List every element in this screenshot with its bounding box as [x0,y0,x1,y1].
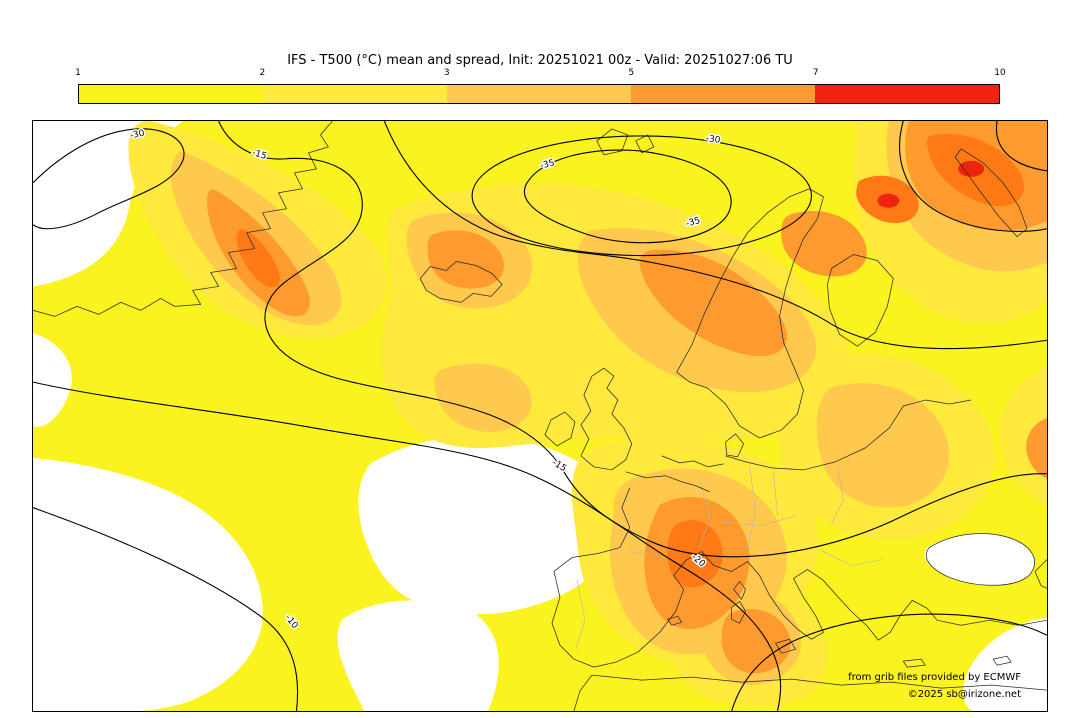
colorbar-segment [79,85,263,103]
cyprus-coastline [992,655,1012,666]
contour-line [899,121,1047,232]
spread-region-5-7 [781,210,867,277]
contour-line [524,149,732,244]
greenland-coastline [33,121,333,317]
no-data-region [963,617,1047,711]
novaya-zemlya-coastline [954,148,1028,237]
colorbar-tick: 3 [443,68,450,78]
country-border [629,551,672,560]
africa-coastline [573,674,1047,711]
sardinia-coastline [731,600,746,624]
country-border-layer [575,465,884,650]
ireland-coastline [544,411,576,447]
corsica-coastline [733,581,746,600]
contour-layer [33,121,1047,711]
contour-label: -30 [129,129,146,142]
spread-region-gt10 [958,160,985,177]
colorbar-tick: 1 [75,68,81,78]
spread-region-5-7 [427,230,504,289]
denmark-coastline [725,433,744,458]
scandinavia-coastline [676,188,824,439]
credit-ecmwf: from grib files provided by ECMWF [848,672,1021,683]
svalbard-coastline [596,128,655,156]
country-border [773,471,778,516]
iceland-coastline [419,261,503,303]
channel-coastline [625,471,710,493]
no-data-region [337,600,499,711]
colorbar-tick: 2 [259,68,266,78]
contour-line [33,381,782,711]
colorbar-segment [631,85,815,103]
finland-coastline [827,254,894,347]
no-data-region [33,333,72,427]
spread-region-5-7 [1026,417,1047,479]
chart-title: IFS - T500 (°C) mean and spread, Init: 2… [287,53,793,68]
no-data-region [33,457,263,711]
country-border [819,549,884,566]
colorbar-tick: 10 [994,68,1006,78]
contour-line [218,121,1047,558]
credit-copyright: ©2025 sb@irizone.net [907,689,1021,700]
country-border [575,579,586,650]
balearics-coastline [667,615,683,626]
spread-fill-layer [33,121,1047,711]
colorbar-segment [447,85,631,103]
crete-coastline [902,658,926,668]
no-data-region [924,533,1035,586]
country-border [831,465,844,524]
colorbar-tick: 7 [812,68,819,78]
colorbar-segment [815,85,999,103]
spread-region-gt10 [877,193,900,208]
uk-coastline [580,367,633,471]
sicily-coastline [775,638,796,654]
spread-region-3-5 [434,363,532,432]
colorbar-ticks: 1 2 3 5 7 10 [75,68,1006,80]
spread-region-3-5 [816,383,949,508]
black-sea-coastline [925,533,1035,586]
contour-line [33,128,185,230]
country-border [699,481,710,548]
contour-line [995,121,1047,172]
country-border [719,515,796,526]
weather-map-svg: -30-15-35-30-35-15-20-10 [33,121,1047,711]
coastline-layer [33,121,1047,711]
no-data-region [358,436,620,615]
colorbar [78,84,1000,104]
colorbar-tick: 5 [628,68,635,78]
caspian-coastline [1034,559,1047,589]
colorbar-segment [263,85,447,103]
contour-line [33,507,299,711]
contour-line [731,613,1047,711]
spread-region-5-7 [721,609,791,674]
spread-region-5-7 [639,249,787,357]
country-border [747,465,756,550]
map-frame: -30 -15 -35 -30 -35 -15 -20 -10 from grib files… [32,120,1048,712]
contour-label: -30 [705,134,721,146]
spread-region-7-10 [236,229,280,288]
contour-line [383,121,1047,350]
baltic-south-coastline [725,399,972,471]
contour-line [471,135,813,257]
europe-mediterranean-coastline [551,487,1047,668]
north-sea-coastline [661,455,724,468]
contour-label: -35 [539,158,556,171]
